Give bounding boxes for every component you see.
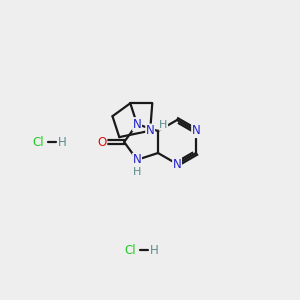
Text: N: N (146, 124, 154, 137)
Text: N: N (173, 158, 182, 170)
Text: Cl: Cl (32, 136, 44, 148)
Text: H: H (150, 244, 158, 256)
Text: N: N (192, 124, 200, 137)
Text: H: H (58, 136, 66, 148)
Text: H: H (159, 120, 168, 130)
Text: H: H (133, 167, 141, 177)
Text: O: O (98, 136, 107, 148)
Text: N: N (133, 153, 142, 166)
Text: N: N (133, 118, 142, 131)
Text: Cl: Cl (124, 244, 136, 256)
